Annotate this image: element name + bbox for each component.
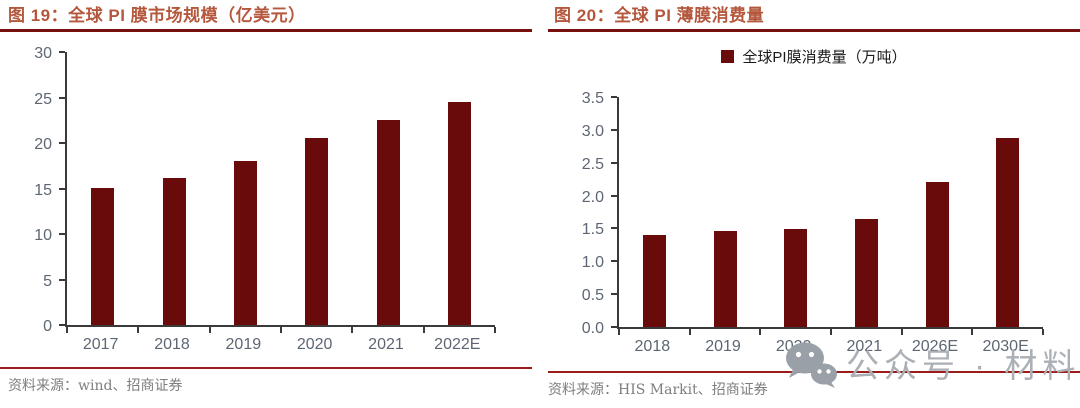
y-tick-mark — [59, 51, 65, 53]
x-tick-mark — [759, 329, 762, 335]
x-tick-mark — [688, 329, 691, 335]
x-tick-mark — [280, 327, 282, 333]
x-tick-mark — [1042, 329, 1044, 335]
x-tick-mark — [494, 327, 496, 333]
x-axis-label: 2021 — [846, 338, 883, 355]
x-tick-mark — [351, 327, 354, 333]
x-axis-label: 2026E — [911, 338, 959, 355]
y-tick-mark — [611, 227, 617, 230]
bar-2026E — [925, 181, 949, 327]
x-tick-mark — [971, 329, 974, 335]
x-axis-label: 2030E — [982, 338, 1029, 355]
chart-legend: 全球PI膜消费量（万吨） — [548, 46, 1080, 66]
bar-chart-pi-film-consumption: 0.0 0.5 1.0 1.5 2.0 2.5 3.0 3.5 — [548, 91, 1080, 337]
bar-2021 — [854, 219, 878, 327]
y-tick-mark — [59, 233, 65, 235]
figure-19-title: 图 19：全球 PI 膜市场规模（亿美元） — [8, 6, 306, 25]
x-axis-label: 2017 — [82, 336, 119, 353]
bar-2019 — [233, 161, 257, 325]
plot-area — [611, 96, 1044, 335]
y-tick-label: 5 — [43, 272, 52, 290]
bar-2017 — [91, 187, 115, 325]
bar-2030E — [996, 138, 1020, 327]
y-tick-mark — [611, 293, 617, 296]
y-tick-label: 0.0 — [581, 320, 604, 337]
y-tick-mark — [59, 187, 65, 190]
y-tick-label: 0.5 — [581, 287, 604, 305]
bar-2019 — [713, 231, 737, 327]
figure-20-title-underline — [548, 29, 1080, 32]
bar-2018 — [642, 235, 666, 327]
y-tick-label: 30 — [34, 45, 52, 62]
x-tick-mark — [618, 329, 620, 335]
y-axis: 0 5 10 15 20 25 30 — [0, 46, 65, 335]
source-divider — [0, 367, 532, 369]
figure-20-title: 图 20：全球 PI 薄膜消费量 — [554, 6, 765, 25]
y-tick-label: 2.0 — [581, 188, 604, 206]
y-tick-mark — [611, 128, 617, 131]
x-axis-label: 2022E — [434, 336, 481, 353]
legend-swatch-icon — [721, 49, 735, 63]
y-tick-mark — [59, 142, 65, 144]
source-note: 资料来源：wind、招商证券 — [8, 378, 183, 394]
x-tick-mark — [66, 327, 68, 333]
source-divider — [548, 371, 1080, 373]
x-axis-label: 2018 — [634, 338, 671, 355]
x-tick-mark — [830, 329, 832, 335]
x-axis-label: 2019 — [705, 338, 741, 355]
y-tick-mark — [611, 96, 617, 98]
y-tick-mark — [611, 326, 617, 328]
plot-area — [59, 51, 496, 333]
y-axis: 0.0 0.5 1.0 1.5 2.0 2.5 3.0 3.5 — [548, 91, 617, 337]
bar-2018 — [162, 177, 186, 325]
y-tick-label: 10 — [34, 227, 52, 244]
legend-label: 全球PI膜消费量（万吨） — [742, 48, 907, 66]
x-tick-mark — [422, 327, 425, 333]
x-axis-labels: 2018 2019 2020 2021 2026E 2030E — [617, 337, 1041, 356]
bar-2021 — [376, 120, 400, 325]
x-tick-mark — [137, 327, 140, 333]
x-axis-label: 2020 — [775, 338, 812, 355]
y-tick-mark — [611, 260, 617, 263]
source-note: 资料来源：HIS Markit、招商证券 — [548, 382, 768, 398]
bar-2022E — [447, 102, 471, 325]
y-tick-mark — [611, 194, 617, 197]
y-tick-mark — [59, 278, 65, 281]
y-tick-label: 15 — [34, 181, 52, 199]
report-figures-row: 图 19：全球 PI 膜市场规模（亿美元） 0 5 10 15 20 25 30 2017 2… — [0, 0, 1080, 399]
x-tick-mark — [208, 327, 211, 333]
x-axis-label: 2020 — [296, 336, 333, 353]
figure-19-title-underline — [0, 29, 532, 32]
x-tick-mark — [900, 329, 903, 335]
y-tick-mark — [59, 324, 65, 326]
x-axis-label: 2019 — [225, 336, 262, 353]
figure-20-pi-film-consumption: 图 20：全球 PI 薄膜消费量 全球PI膜消费量（万吨） 0.0 0.5 1.0 1… — [540, 0, 1080, 399]
y-tick-label: 3.5 — [581, 90, 604, 107]
x-axis-labels: 2017 2018 2019 2020 2021 2022E — [65, 335, 493, 354]
y-tick-label: 3.0 — [581, 122, 604, 140]
y-tick-label: 25 — [34, 90, 52, 108]
y-tick-label: 1.0 — [581, 254, 604, 272]
y-tick-label: 20 — [34, 136, 52, 153]
bar-chart-pi-film-market-size: 0 5 10 15 20 25 30 — [0, 46, 532, 335]
x-axis-label: 2018 — [154, 336, 190, 353]
y-tick-label: 2.5 — [581, 155, 604, 173]
bar-2020 — [305, 138, 329, 325]
y-tick-label: 0 — [43, 318, 52, 335]
x-axis-label: 2021 — [368, 336, 404, 353]
figure-19-pi-film-market-size: 图 19：全球 PI 膜市场规模（亿美元） 0 5 10 15 20 25 30 2017 2… — [0, 0, 540, 399]
y-tick-label: 1.5 — [581, 221, 604, 239]
y-tick-mark — [59, 96, 65, 99]
bar-2020 — [784, 229, 808, 327]
y-tick-mark — [611, 161, 617, 164]
